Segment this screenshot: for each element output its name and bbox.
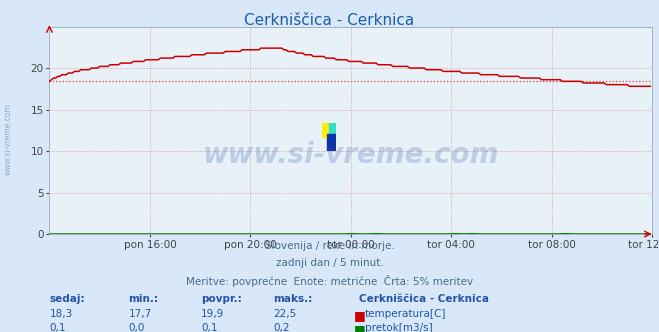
Text: 19,9: 19,9 bbox=[201, 309, 224, 319]
Bar bbox=[328, 134, 336, 151]
Text: Slovenija / reke in morje.: Slovenija / reke in morje. bbox=[264, 241, 395, 251]
Text: Cerkniščica - Cerknica: Cerkniščica - Cerknica bbox=[244, 13, 415, 28]
Bar bbox=[329, 123, 336, 137]
Text: Meritve: povprečne  Enote: metrične  Črta: 5% meritev: Meritve: povprečne Enote: metrične Črta:… bbox=[186, 275, 473, 287]
Text: www.si-vreme.com: www.si-vreme.com bbox=[3, 104, 13, 175]
Text: pretok[m3/s]: pretok[m3/s] bbox=[365, 323, 433, 332]
Text: sedaj:: sedaj: bbox=[49, 294, 85, 304]
Text: 17,7: 17,7 bbox=[129, 309, 152, 319]
Text: ■: ■ bbox=[354, 323, 366, 332]
Text: 0,0: 0,0 bbox=[129, 323, 145, 332]
Text: zadnji dan / 5 minut.: zadnji dan / 5 minut. bbox=[275, 258, 384, 268]
Text: temperatura[C]: temperatura[C] bbox=[365, 309, 447, 319]
Text: 0,1: 0,1 bbox=[201, 323, 217, 332]
Text: www.si-vreme.com: www.si-vreme.com bbox=[203, 141, 499, 169]
Text: min.:: min.: bbox=[129, 294, 159, 304]
Text: 18,3: 18,3 bbox=[49, 309, 72, 319]
Text: maks.:: maks.: bbox=[273, 294, 313, 304]
Text: 22,5: 22,5 bbox=[273, 309, 297, 319]
Text: 0,1: 0,1 bbox=[49, 323, 66, 332]
Bar bbox=[322, 123, 329, 137]
Text: povpr.:: povpr.: bbox=[201, 294, 242, 304]
Text: ■: ■ bbox=[354, 309, 366, 322]
Text: Cerkniščica - Cerknica: Cerkniščica - Cerknica bbox=[359, 294, 489, 304]
Text: 0,2: 0,2 bbox=[273, 323, 290, 332]
